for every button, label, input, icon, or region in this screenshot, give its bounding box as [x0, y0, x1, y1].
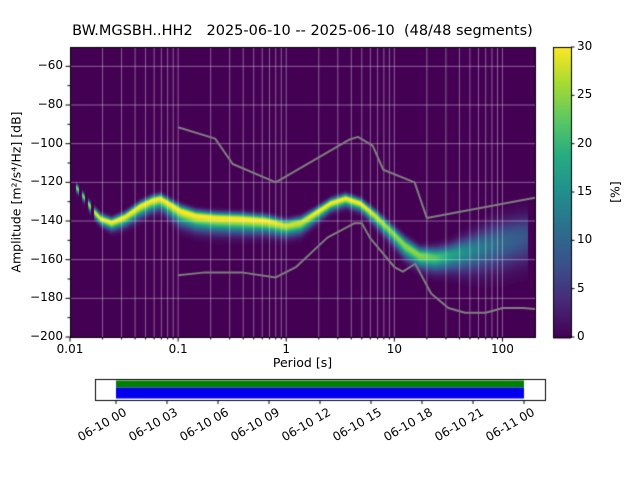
y-tick-label: −80	[37, 97, 63, 111]
colorbar-tick-label: 20	[577, 135, 593, 150]
x-tick-label: 100	[491, 342, 514, 356]
y-tick-label: −60	[37, 58, 63, 73]
colorbar-tick-label: 30	[577, 39, 593, 53]
chart-title: BW.MGSBH..HH2 2025-06-10 -- 2025-06-10 (…	[72, 23, 533, 39]
y-tick-label: −140	[30, 213, 63, 227]
colorbar-tick-label: 5	[577, 280, 585, 295]
colorbar-tick-label: 15	[577, 184, 593, 198]
colorbar-tick-label: 0	[577, 329, 585, 343]
colorbar-tick-label: 10	[577, 232, 593, 247]
y-axis-label: Amplitude [m²/s⁴/Hz] [dB]	[8, 111, 24, 273]
x-axis-label: Period [s]	[272, 355, 333, 370]
colorbar-tick-label: 25	[577, 87, 593, 102]
x-tick-label: 1	[282, 342, 291, 356]
x-tick-label: 0.1	[168, 342, 188, 356]
x-tick-label: 10	[386, 342, 402, 356]
x-tick-label: 0.01	[56, 342, 84, 356]
y-tick-label: −160	[30, 251, 63, 266]
y-tick-label: −180	[30, 290, 63, 305]
colorbar-label: [%]	[607, 181, 623, 203]
y-tick-label: −120	[30, 174, 63, 189]
y-tick-label: −200	[30, 329, 63, 343]
y-tick-label: −100	[30, 135, 63, 150]
